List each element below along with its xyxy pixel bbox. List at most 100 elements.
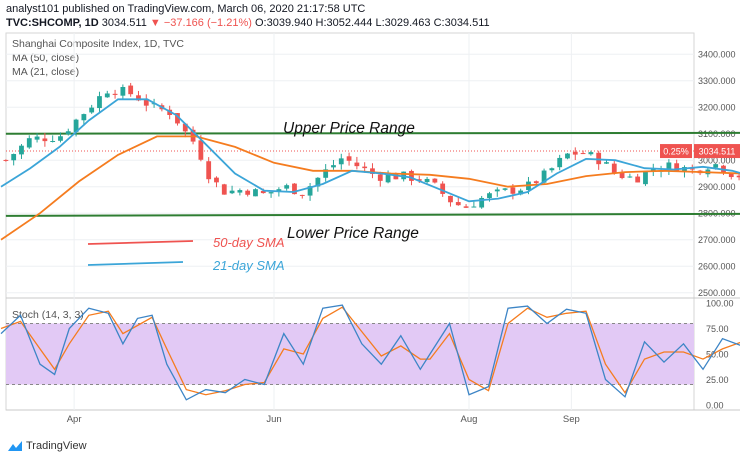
stoch-tick-label: 0.00 xyxy=(706,400,724,410)
price-tick-label: 3100.000 xyxy=(698,129,736,139)
stoch-k-line xyxy=(0,304,740,401)
stoch-band xyxy=(6,323,694,385)
annotation-lower-range: Lower Price Range xyxy=(287,225,419,242)
stoch-tick-label: 50.00 xyxy=(706,350,729,360)
candle-body xyxy=(42,138,48,142)
sma50-annotation-line xyxy=(87,240,194,245)
candle-body xyxy=(541,170,547,183)
chart-header: analyst101 published on TradingView.com,… xyxy=(6,2,365,16)
candle-body xyxy=(50,140,56,142)
candle-body xyxy=(580,153,586,155)
candle-body xyxy=(362,166,368,169)
candle-body xyxy=(81,114,87,121)
candle-body xyxy=(463,206,469,208)
candle-body xyxy=(34,136,40,140)
candle-body xyxy=(292,183,297,195)
candle-body xyxy=(682,167,687,172)
main-legend-title[interactable]: Shanghai Composite Index, 1D, TVC xyxy=(12,38,184,50)
legend-stoch[interactable]: Stoch (14, 3, 3) xyxy=(12,309,84,321)
candle-body xyxy=(245,190,251,195)
candle-body xyxy=(182,123,188,132)
candle-body xyxy=(354,162,360,167)
tradingview-logo-icon xyxy=(8,441,22,451)
legend-ma21[interactable]: MA (21, close) xyxy=(12,66,80,78)
candle-body xyxy=(112,93,118,95)
price-tick-label: 3000.000 xyxy=(698,156,736,166)
candle-body xyxy=(643,171,648,185)
legend-ma50[interactable]: MA (50, close) xyxy=(12,52,80,64)
candle-body xyxy=(299,194,305,196)
candle-body xyxy=(409,170,414,181)
candle-body xyxy=(73,119,79,132)
candle-body xyxy=(198,140,204,160)
stoch-tick-label: 75.00 xyxy=(706,324,729,334)
sma21-annotation-line xyxy=(87,261,184,266)
ohlc-values: O:3039.940 H:3052.444 L:3029.463 C:3034.… xyxy=(254,17,490,29)
candle-body xyxy=(97,96,102,109)
candle-body xyxy=(284,185,290,189)
candle-body xyxy=(549,168,555,171)
candle-body xyxy=(635,176,641,183)
candle-body xyxy=(229,190,235,194)
candle-body xyxy=(557,157,563,168)
price-tick-label: 2500.000 xyxy=(698,288,736,298)
ma50-line xyxy=(0,135,740,241)
candle-body xyxy=(346,156,352,161)
candle-body xyxy=(416,179,422,181)
symbol-name: TVC:SHCOMP, 1D xyxy=(6,17,99,29)
change-tag-label: 0.25% xyxy=(663,147,689,157)
price-range-line xyxy=(5,212,740,217)
candle-body xyxy=(533,181,539,184)
price-tick-label: 2700.000 xyxy=(698,235,736,245)
time-tick-label: Apr xyxy=(67,414,82,425)
candle-body xyxy=(26,138,32,148)
candle-body xyxy=(518,190,524,195)
candle-body xyxy=(728,173,734,178)
candle-body xyxy=(487,193,492,199)
candle-body xyxy=(713,164,719,168)
candle-body xyxy=(143,99,149,106)
candle-body xyxy=(276,189,282,192)
candle-body xyxy=(627,176,633,178)
publisher-line: analyst101 published on TradingView.com,… xyxy=(6,3,366,15)
candle-body xyxy=(120,87,126,96)
price-tick-label: 2900.000 xyxy=(698,182,736,192)
candle-body xyxy=(510,187,516,194)
candle-body xyxy=(253,189,258,197)
candle-body xyxy=(596,152,602,165)
candle-body xyxy=(11,154,17,161)
candle-body xyxy=(604,162,609,164)
change-tag xyxy=(660,144,692,159)
candle-body xyxy=(338,158,344,165)
candle-body xyxy=(214,177,219,183)
stoch-d-line xyxy=(0,306,740,396)
price-tick-label: 3200.000 xyxy=(698,103,736,113)
annotation-upper-range: Upper Price Range xyxy=(283,120,415,137)
candle-body xyxy=(455,202,461,206)
price-tick-label: 3400.000 xyxy=(698,50,736,60)
candle-body xyxy=(432,178,438,183)
candle-body xyxy=(588,152,594,155)
candle-body xyxy=(260,190,266,194)
candle-body xyxy=(666,162,672,170)
candle-body xyxy=(424,178,430,183)
time-tick-label: Sep xyxy=(563,414,580,425)
candle-body xyxy=(479,197,485,208)
annotation-21-sma: 21-day SMA xyxy=(212,258,285,273)
price-tick-label: 2600.000 xyxy=(698,262,736,272)
stoch-tick-label: 25.00 xyxy=(706,375,729,385)
candle-body xyxy=(89,107,95,113)
candle-body xyxy=(471,206,477,208)
candle-body xyxy=(65,131,71,135)
time-tick-label: Jun xyxy=(266,414,281,425)
candle-body xyxy=(323,169,329,178)
candle-body xyxy=(689,168,695,170)
candle-body xyxy=(58,136,63,141)
candle-body xyxy=(377,174,383,181)
candle-body xyxy=(3,159,9,161)
candle-body xyxy=(393,174,399,180)
candle-body xyxy=(736,175,740,178)
stoch-tick-label: 100.00 xyxy=(706,299,734,309)
candle-body xyxy=(268,192,274,194)
